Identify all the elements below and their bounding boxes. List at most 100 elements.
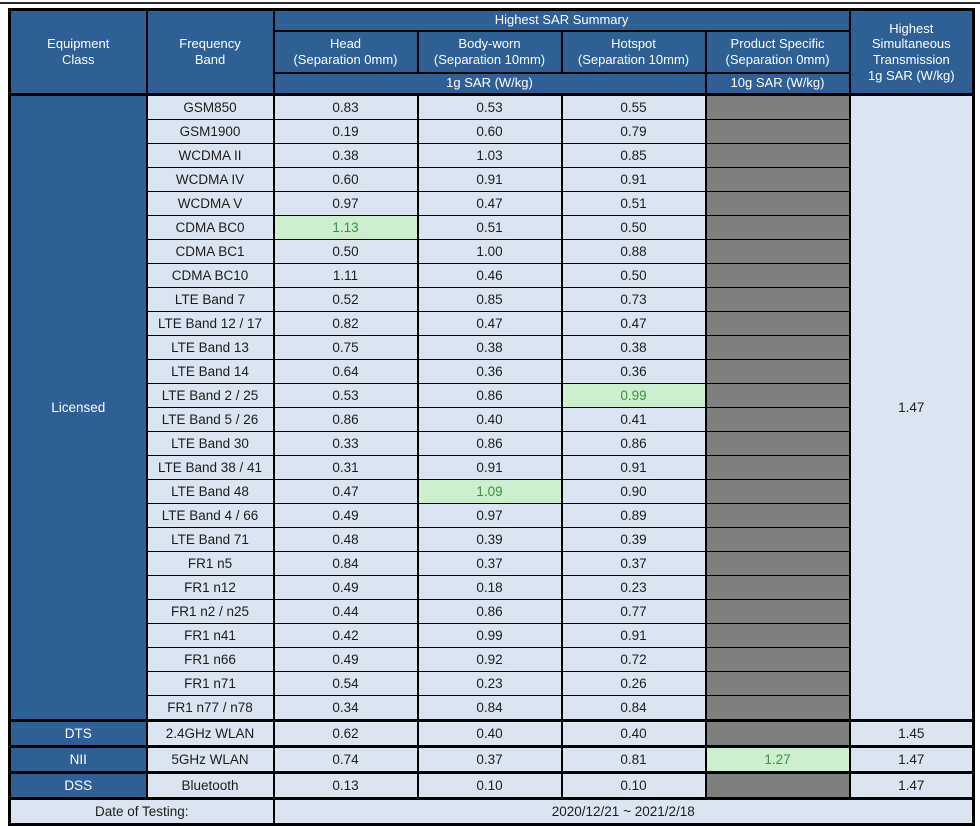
simultaneous-sar-cell: 1.47: [848, 93, 975, 721]
table-row: CDMA BC0 1.13 0.51 0.50: [10, 215, 974, 240]
table-row: FR1 n2 / n25 0.44 0.86 0.77: [10, 599, 974, 624]
hotspot-sar-cell: 0.73: [560, 287, 707, 312]
hotspot-sar-cell: 0.40: [560, 719, 707, 747]
head-sar-cell: 0.52: [272, 287, 419, 312]
head-sar-cell: 0.38: [272, 143, 419, 168]
header-head: Head (Separation 0mm): [272, 29, 419, 74]
hotspot-sar-cell: 0.41: [560, 407, 707, 432]
hotspot-sar-cell: 0.77: [560, 599, 707, 624]
body-worn-sar-cell: 0.99: [416, 623, 563, 648]
product-specific-na-cell: [704, 455, 851, 480]
body-worn-sar-cell: 0.47: [416, 191, 563, 216]
product-specific-na-cell: [704, 383, 851, 408]
table-body: Licensed GSM850 0.83 0.53 0.55 1.47 GSM1900 0.1…: [8, 93, 975, 825]
header-body-worn: Body-worn (Separation 10mm): [416, 29, 563, 74]
head-sar-cell: 0.75: [272, 335, 419, 360]
product-specific-na-cell: [704, 239, 851, 264]
table-row: LTE Band 2 / 25 0.53 0.86 0.99: [10, 383, 974, 408]
head-sar-cell: 0.84: [272, 551, 419, 576]
frequency-band-cell: FR1 n12: [145, 575, 275, 600]
hotspot-sar-cell: 0.38: [560, 335, 707, 360]
scan-artifact-line: [0, 2, 980, 4]
body-worn-sar-cell: 0.18: [416, 575, 563, 600]
product-specific-na-cell: [704, 215, 851, 240]
head-sar-cell: 0.49: [272, 575, 419, 600]
header-sar-summary: Highest SAR Summary: [272, 8, 851, 32]
head-sar-cell: 0.48: [272, 527, 419, 552]
body-worn-sar-cell: 0.51: [416, 215, 563, 240]
head-sar-cell: 0.13: [272, 771, 419, 799]
product-specific-na-cell: [704, 527, 851, 552]
head-sar-cell: 0.49: [272, 503, 419, 528]
body-worn-sar-cell: 0.40: [416, 407, 563, 432]
hotspot-sar-cell: 0.84: [560, 695, 707, 721]
head-sar-cell: 0.53: [272, 383, 419, 408]
header-hotspot: Hotspot (Separation 10mm): [560, 29, 707, 74]
body-worn-sar-cell: 1.00: [416, 239, 563, 264]
header-product-specific: Product Specific (Separation 0mm): [704, 29, 851, 74]
table-row: LTE Band 71 0.48 0.39 0.39: [10, 527, 974, 552]
frequency-band-cell: CDMA BC0: [145, 215, 275, 240]
frequency-band-cell: LTE Band 38 / 41: [145, 455, 275, 480]
product-specific-na-cell: [704, 431, 851, 456]
table-row: LTE Band 7 0.52 0.85 0.73: [10, 287, 974, 312]
head-sar-cell: 0.82: [272, 311, 419, 336]
table-row: LTE Band 38 / 41 0.31 0.91 0.91: [10, 455, 974, 480]
head-sar-cell: 0.62: [272, 719, 419, 747]
frequency-band-cell: FR1 n66: [145, 647, 275, 672]
hotspot-sar-cell: 0.10: [560, 771, 707, 799]
body-worn-sar-cell: 0.91: [416, 455, 563, 480]
frequency-band-cell: WCDMA V: [145, 191, 275, 216]
body-worn-sar-cell: 0.47: [416, 311, 563, 336]
hotspot-sar-cell: 0.88: [560, 239, 707, 264]
body-worn-sar-cell: 0.53: [416, 93, 563, 120]
head-sar-cell: 0.50: [272, 239, 419, 264]
head-sar-cell: 0.47: [272, 479, 419, 504]
head-sar-cell: 0.49: [272, 647, 419, 672]
table-row: FR1 n41 0.42 0.99 0.91: [10, 623, 974, 648]
date-of-testing-value: 2020/12/21 ~ 2021/2/18: [272, 797, 975, 825]
table-row: NII 5GHz WLAN 0.74 0.37 0.81 1.27 1.47: [8, 745, 975, 773]
hotspot-sar-cell: 0.91: [560, 455, 707, 480]
product-specific-na-cell: [704, 551, 851, 576]
body-worn-sar-cell: 0.23: [416, 671, 563, 696]
table-row: WCDMA V 0.97 0.47 0.51: [10, 191, 974, 216]
head-sar-cell: 0.34: [272, 695, 419, 721]
frequency-band-cell: LTE Band 71: [145, 527, 275, 552]
product-specific-na-cell: [704, 599, 851, 624]
table-row: WCDMA II 0.38 1.03 0.85: [10, 143, 974, 168]
header-equipment-class: Equipment Class: [8, 8, 148, 96]
product-specific-na-cell: [704, 167, 851, 192]
hotspot-sar-cell: 0.36: [560, 359, 707, 384]
frequency-band-cell: FR1 n5: [145, 551, 275, 576]
product-specific-na-cell: [704, 335, 851, 360]
hotspot-sar-cell: 0.55: [560, 93, 707, 120]
body-worn-sar-cell: 0.86: [416, 431, 563, 456]
header-row-1: Equipment Class Frequency Band Highest S…: [8, 8, 975, 96]
table-row: FR1 n77 / n78 0.34 0.84 0.84: [10, 695, 974, 721]
header-10g-sar: 10g SAR (W/kg): [704, 71, 851, 96]
hotspot-sar-cell: 0.23: [560, 575, 707, 600]
hotspot-sar-cell: 0.99: [560, 383, 707, 408]
header-1g-sar: 1g SAR (W/kg): [272, 71, 707, 96]
head-sar-cell: 0.44: [272, 599, 419, 624]
body-worn-sar-cell: 0.92: [416, 647, 563, 672]
table-row: Licensed GSM850 0.83 0.53 0.55 1.47: [8, 93, 975, 721]
table-row: GSM1900 0.19 0.60 0.79: [10, 119, 974, 144]
product-specific-na-cell: [704, 719, 851, 747]
frequency-band-cell: WCDMA IV: [145, 167, 275, 192]
hotspot-sar-cell: 0.47: [560, 311, 707, 336]
head-sar-cell: 0.74: [272, 745, 419, 773]
frequency-band-cell: GSM1900: [145, 119, 275, 144]
head-sar-cell: 0.64: [272, 359, 419, 384]
simultaneous-sar-cell: 1.47: [848, 771, 975, 799]
header-row-2: Head (Separation 0mm) Body-worn (Separat…: [10, 29, 974, 74]
hotspot-sar-cell: 0.51: [560, 191, 707, 216]
body-worn-sar-cell: 1.09: [416, 479, 563, 504]
table-row: FR1 n5 0.84 0.37 0.37: [10, 551, 974, 576]
product-specific-na-cell: [704, 695, 851, 721]
sar-summary-table: Equipment Class Frequency Band Highest S…: [8, 8, 976, 826]
equipment-class-cell: Licensed: [8, 93, 148, 721]
body-worn-sar-cell: 0.86: [416, 383, 563, 408]
equipment-class-cell: DSS: [8, 771, 148, 799]
